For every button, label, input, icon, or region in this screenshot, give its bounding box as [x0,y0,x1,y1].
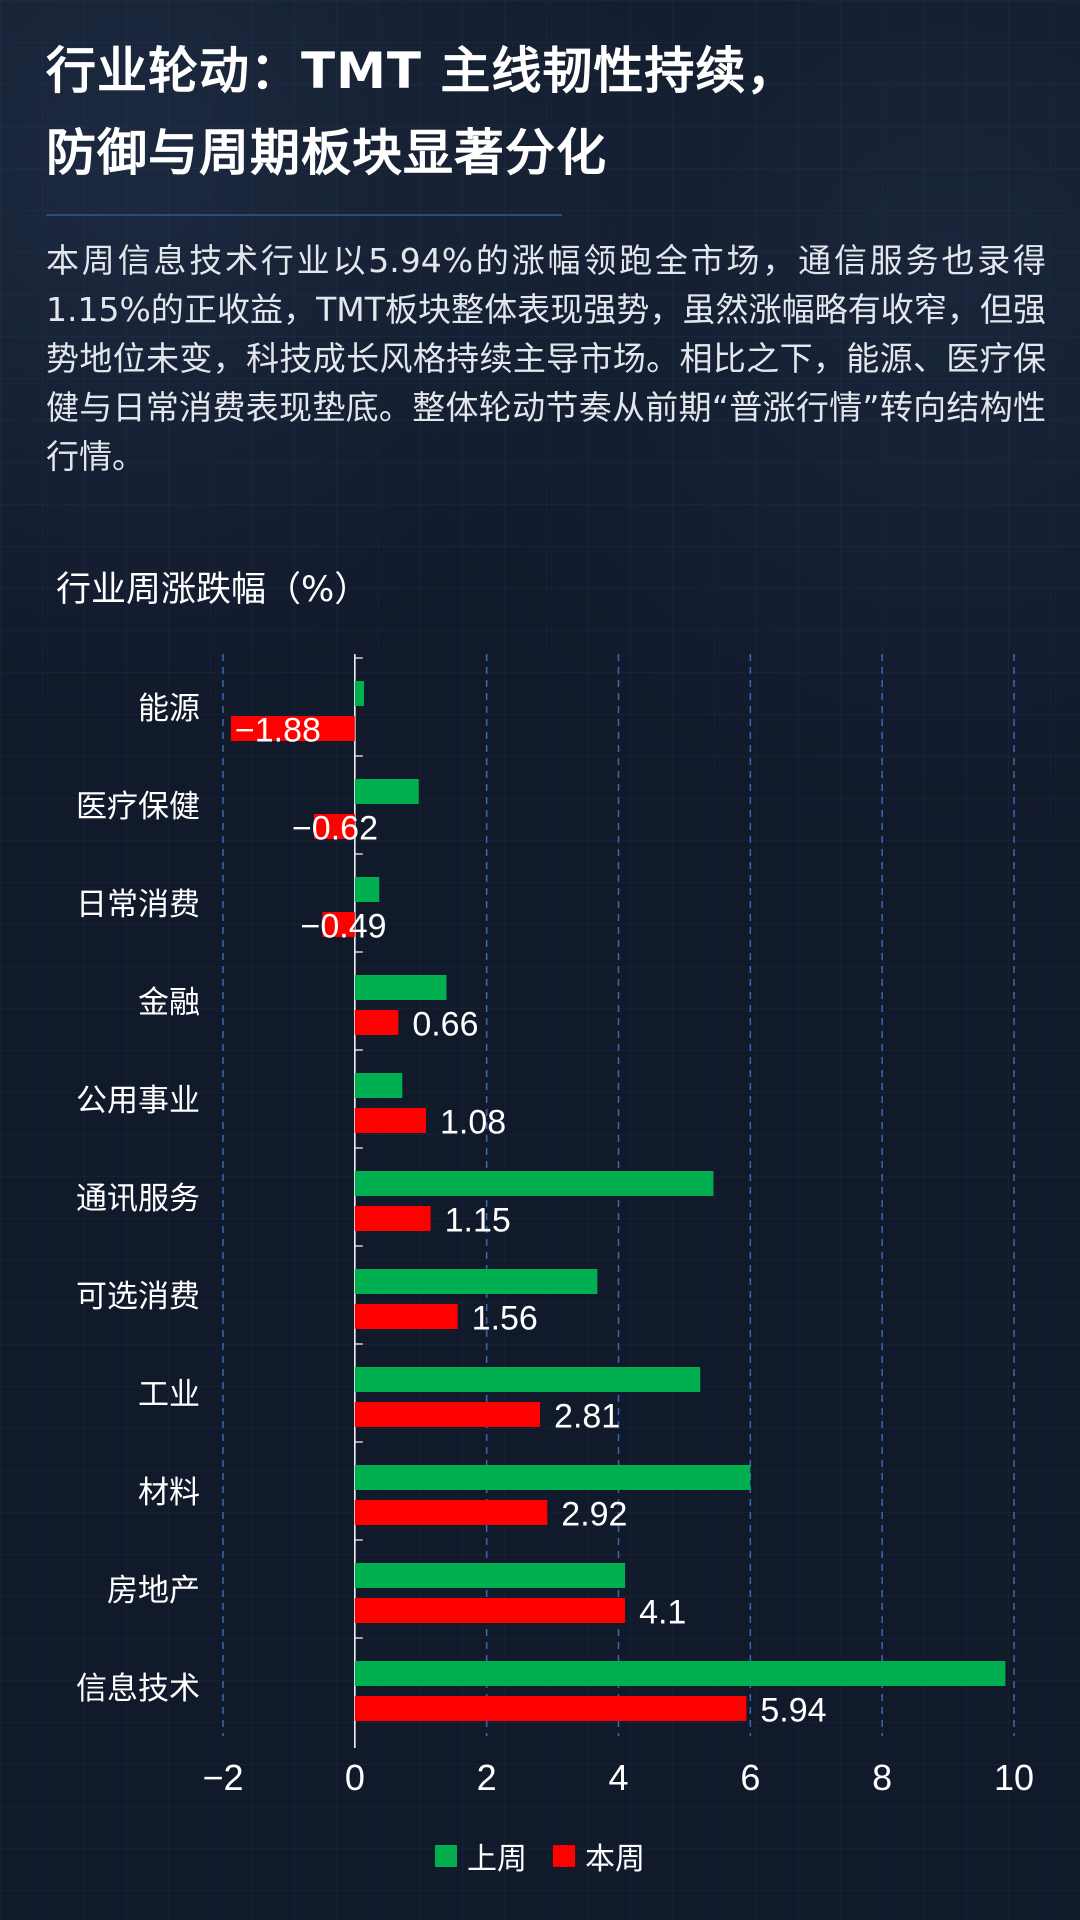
x-tick-label: 8 [872,1757,892,1798]
x-tick-label: −2 [202,1757,243,1798]
bar-this-week [354,1108,427,1133]
bar-this-week [354,1304,458,1329]
category-label: 可选消费 [76,1279,200,1315]
bar-this-week [354,1010,399,1035]
intro-paragraph: 本周信息技术行业以5.94%的涨幅领跑全市场，通信服务也录得1.15%的正收益，… [46,241,1046,476]
bar-last-week [354,1661,1006,1686]
bar-last-week [354,1465,751,1490]
bar-last-week [354,877,380,902]
title-divider [46,214,562,216]
legend-item-this-week[interactable]: 本周 [553,1834,645,1878]
category-label: 公用事业 [76,1083,200,1119]
data-label: 1.08 [440,1104,506,1142]
category-label: 日常消费 [76,887,200,923]
bar-this-week [354,1598,626,1623]
legend-label-last-week: 上周 [467,1842,527,1877]
bar-last-week [354,1563,626,1588]
data-label: −0.62 [292,810,378,848]
title-line-1: 行业轮动：TMT 主线韧性持续， [46,42,798,100]
category-label: 通讯服务 [76,1181,200,1217]
data-label: 2.81 [554,1398,620,1436]
data-label: 1.15 [445,1202,511,1240]
legend-item-last-week[interactable]: 上周 [435,1834,527,1878]
data-label: −1.88 [235,712,321,750]
bar-last-week [354,975,447,1000]
data-label: 5.94 [760,1692,826,1730]
bar-last-week [354,1367,701,1392]
page-title: 行业轮动：TMT 主线韧性持续， 防御与周期板块显著分化 [46,30,1046,194]
bar-chart: 能源 −1.88 医疗保健 −0.62 日常消费 −0.49 金融 0.66 公用事业 1.08 通… [76,654,1034,1798]
bar-last-week [354,1171,714,1196]
legend-swatch-this-week [553,1845,575,1867]
data-label: 2.92 [561,1496,627,1534]
x-tick-label: 4 [608,1757,628,1798]
x-tick-label: 10 [994,1757,1034,1798]
bar-last-week [354,1269,598,1294]
bar-this-week [354,1696,747,1721]
bar-this-week [322,912,355,937]
category-label: 能源 [138,691,200,727]
chart-title: 行业周涨跌幅（%） [56,570,370,610]
bar-last-week [354,779,419,804]
category-label: 医疗保健 [76,789,200,825]
category-label: 房地产 [107,1573,200,1609]
bar-this-week [354,1500,548,1525]
category-label: 工业 [138,1377,200,1413]
bar-this-week [354,1206,431,1231]
data-label: 1.56 [472,1300,538,1338]
category-label: 材料 [138,1475,200,1511]
bar-this-week [230,716,355,741]
x-tick-label: 2 [477,1757,497,1798]
bar-this-week [313,814,355,839]
legend-swatch-last-week [435,1845,457,1867]
category-label: 金融 [138,985,200,1021]
category-label: 信息技术 [76,1671,200,1707]
bar-last-week [354,681,365,706]
data-label: −0.49 [301,908,387,946]
bar-this-week [354,1402,541,1427]
chart-legend: 上周 本周 [0,1834,1080,1878]
x-tick-label: 0 [345,1757,365,1798]
bar-last-week [354,1073,403,1098]
x-tick-label: 6 [740,1757,760,1798]
title-line-2: 防御与周期板块显著分化 [46,124,607,182]
data-label: 0.66 [412,1006,478,1044]
data-label: 4.1 [639,1594,686,1632]
legend-label-this-week: 本周 [585,1842,645,1877]
